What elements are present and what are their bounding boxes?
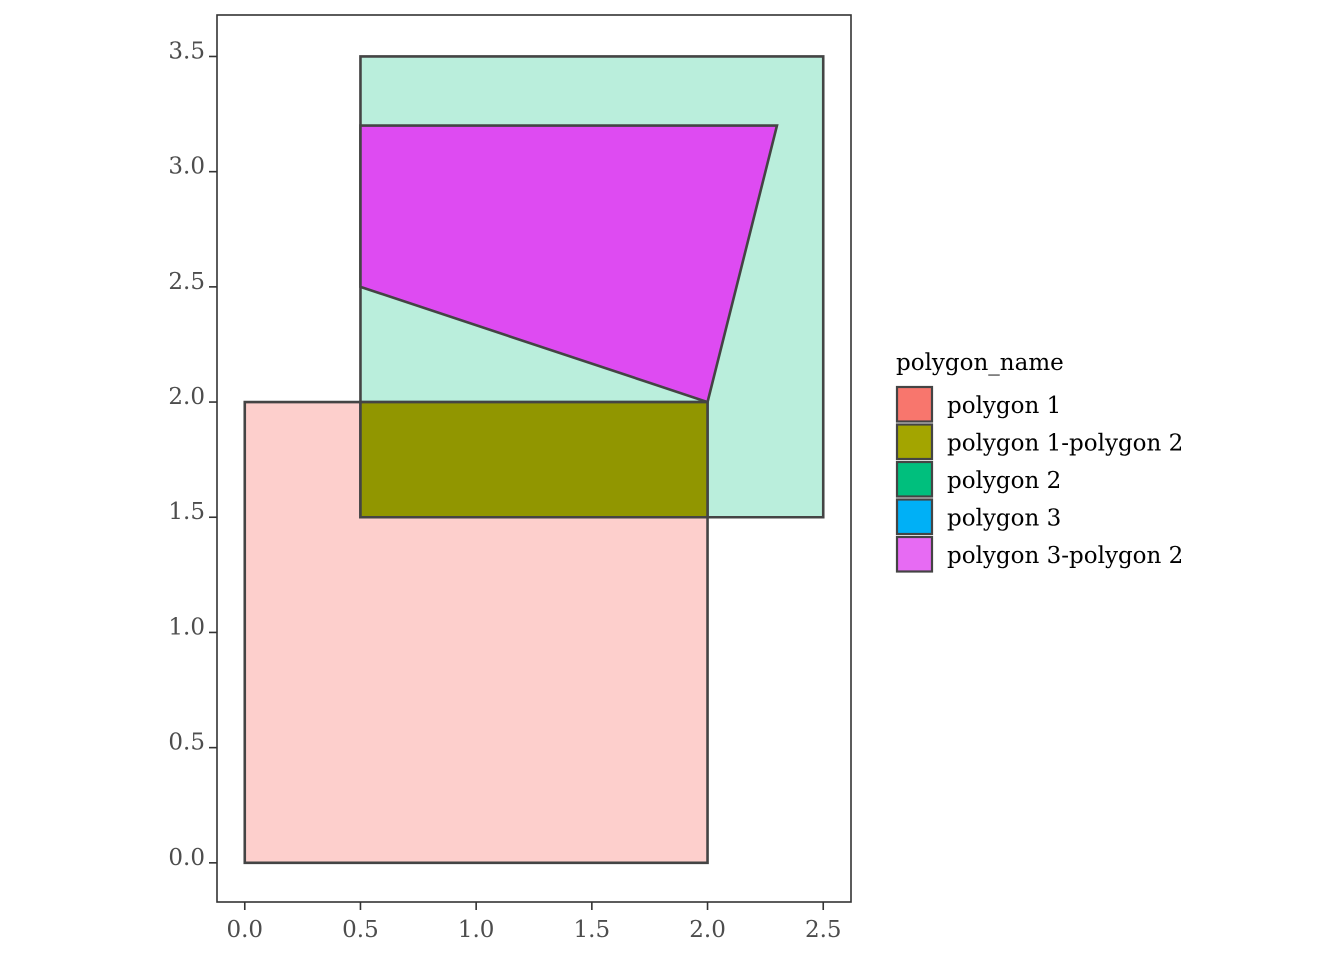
x-tick-label: 2.5 xyxy=(805,917,842,943)
legend-key xyxy=(895,385,934,423)
x-tick-label: 1.5 xyxy=(574,917,611,943)
x-tick-label: 0.5 xyxy=(342,917,379,943)
panel-border xyxy=(216,14,852,903)
polygon-polygon-3-polygon-2 xyxy=(359,124,779,404)
x-tick-label: 2.0 xyxy=(689,917,726,943)
polygon-polygon-1-polygon-2 xyxy=(359,400,709,519)
legend-label: polygon 1 xyxy=(947,393,1061,419)
y-tick-label: 0.5 xyxy=(168,730,205,756)
polygon-layer xyxy=(243,55,825,865)
legend-label: polygon 3-polygon 2 xyxy=(947,543,1183,569)
legend-key xyxy=(895,498,934,536)
y-tick-label: 3.0 xyxy=(168,154,205,180)
y-tick-label: 3.5 xyxy=(168,38,205,64)
legend-label: polygon 1-polygon 2 xyxy=(947,430,1183,456)
x-tick-label: 0.0 xyxy=(226,917,263,943)
legend-label: polygon 2 xyxy=(947,468,1061,494)
legend-key xyxy=(895,423,934,461)
y-tick-label: 1.5 xyxy=(168,499,205,525)
axes: 0.0 0.5 1.0 1.5 2.0 2.5 0.0 0.5 1.0 1.5 2.0 2.5 3.0 3… xyxy=(168,38,841,943)
legend-key xyxy=(895,535,934,573)
legend-label: polygon 3 xyxy=(947,505,1061,531)
legend-key xyxy=(895,460,934,498)
legend-title: polygon_name xyxy=(896,350,1064,376)
y-tick-label: 0.0 xyxy=(168,845,205,871)
x-tick-label: 1.0 xyxy=(458,917,495,943)
y-tick-label: 2.5 xyxy=(168,269,205,295)
y-tick-label: 1.0 xyxy=(168,614,205,640)
y-tick-label: 2.0 xyxy=(168,384,205,410)
